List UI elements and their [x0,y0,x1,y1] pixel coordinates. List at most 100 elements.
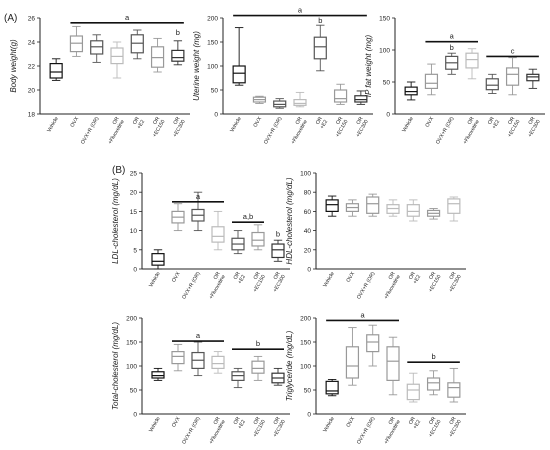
box-2 [191,341,205,377]
category-label: OR+EC150 [147,116,167,139]
significance-label: a [360,310,365,319]
box-iqr [171,351,185,365]
category-label: OR+Fluoxetine [378,416,402,446]
box-iqr [406,204,420,217]
y-tick-label: 150 [126,340,137,347]
y-axis-label: Body weight(g) [9,39,18,93]
box-1 [171,343,185,372]
box-iqr [151,253,165,266]
significance-label: a,b [243,212,253,221]
category-label: OR+EC150 [247,416,267,439]
y-tick-label: 60 [304,209,312,216]
category-label: OVX+R (OR) [263,116,284,146]
y-tick-label: 0 [214,112,218,119]
box-5 [505,57,520,96]
box-4 [130,29,144,60]
category-label: OVX [345,271,356,284]
category-label: Vehicle [229,116,243,134]
box-6 [271,239,285,262]
y-tick-label: 20 [304,247,312,254]
y-tick-label: 25 [130,171,138,178]
y-tick-label: 150 [207,40,218,47]
ldl-cholesterol-chart: 0 5 10 15 20 25 LDL-cholesterol (mg/dL) Vehicle… [111,171,290,300]
y-tick-label: 200 [300,316,311,323]
category-label: OR+E2 [232,271,247,285]
box-3 [386,199,400,217]
y-tick-label: 150 [379,16,390,23]
box-iqr [386,346,400,381]
box-6 [447,367,461,403]
y-tick-label: 0 [386,112,390,119]
box-iqr [424,73,439,89]
category-label: OVX+R (OR) [356,271,377,301]
category-label: OR+EC150 [423,416,443,439]
box-5 [251,355,265,381]
y-tick-label: 100 [300,171,311,178]
y-tick-label: 50 [130,388,138,395]
box-4 [485,73,499,94]
significance-label: c [511,46,515,55]
box-iqr [251,231,265,247]
category-label: OR+E2 [232,416,247,430]
y-axis-label: HDL-cholesterol (mg/dL) [285,177,294,264]
y-tick-label: 80 [304,190,312,197]
category-label: OVX+R (OR) [356,416,377,446]
box-2 [273,98,287,109]
box-1 [171,203,185,232]
category-label: OR+EC300 [350,116,370,139]
box-iqr [171,49,185,62]
y-tick-label: 150 [300,340,311,347]
significance-label: b [276,229,280,238]
hdl-cholesterol-chart: 0 20 40 60 80 100 HDL-cholesterol (mg/dL) Vehic… [285,171,466,301]
box-iqr [447,198,461,214]
category-label: Vehicle [401,116,415,134]
box-iqr [426,377,441,391]
box-iqr [406,383,420,401]
box-6 [354,90,368,105]
box-1 [345,199,360,217]
y-tick-label: 50 [211,88,219,95]
category-label: OVX [424,116,435,129]
box-1 [69,25,84,57]
box-0 [404,81,418,101]
box-4 [231,367,245,389]
box-6 [271,367,285,386]
category-label: Vehicle [148,271,162,289]
y-tick-label: 0 [307,267,311,274]
box-6 [171,40,185,66]
significance-label: a [196,331,201,340]
box-iqr [110,47,124,65]
y-tick-label: 200 [207,16,218,23]
box-5 [150,37,165,73]
category-label: Vehicle [322,271,336,289]
triglyceride-chart: 0 50 100 150 200 Triglyceride (mg/dL) Vehicle O… [285,310,466,445]
y-tick-label: 200 [126,316,137,323]
category-label: OR+Fluoxetine [203,416,227,446]
y-tick-label: 0 [133,267,137,274]
category-label: OVX [345,416,356,429]
y-tick-label: 18 [28,112,36,119]
box-5 [251,224,265,251]
box-3 [211,210,225,251]
box-1 [345,327,360,386]
box-3 [293,91,307,108]
y-tick-label: 100 [207,64,218,71]
significance-label: b [318,16,322,25]
box-iqr [505,67,520,86]
box-1 [252,95,267,104]
y-tick-label: 15 [130,209,138,216]
box-5 [426,208,441,220]
category-label: OR+EC150 [247,271,267,294]
significance-label: b [256,339,260,348]
box-iqr [354,95,368,103]
category-label: Vehicle [322,416,336,434]
significance-label: a [298,6,303,15]
category-label: Vehicle [46,116,60,134]
y-tick-label: 0 [307,412,311,419]
box-2 [366,193,380,217]
category-label: OVX+R (OR) [435,116,456,146]
y-axis-label: Total-cholesterol (mg/dL) [111,322,120,411]
y-axis-label: Uterine weight (mg) [192,31,201,101]
y-tick-label: 50 [383,80,391,87]
box-iqr [151,371,165,379]
